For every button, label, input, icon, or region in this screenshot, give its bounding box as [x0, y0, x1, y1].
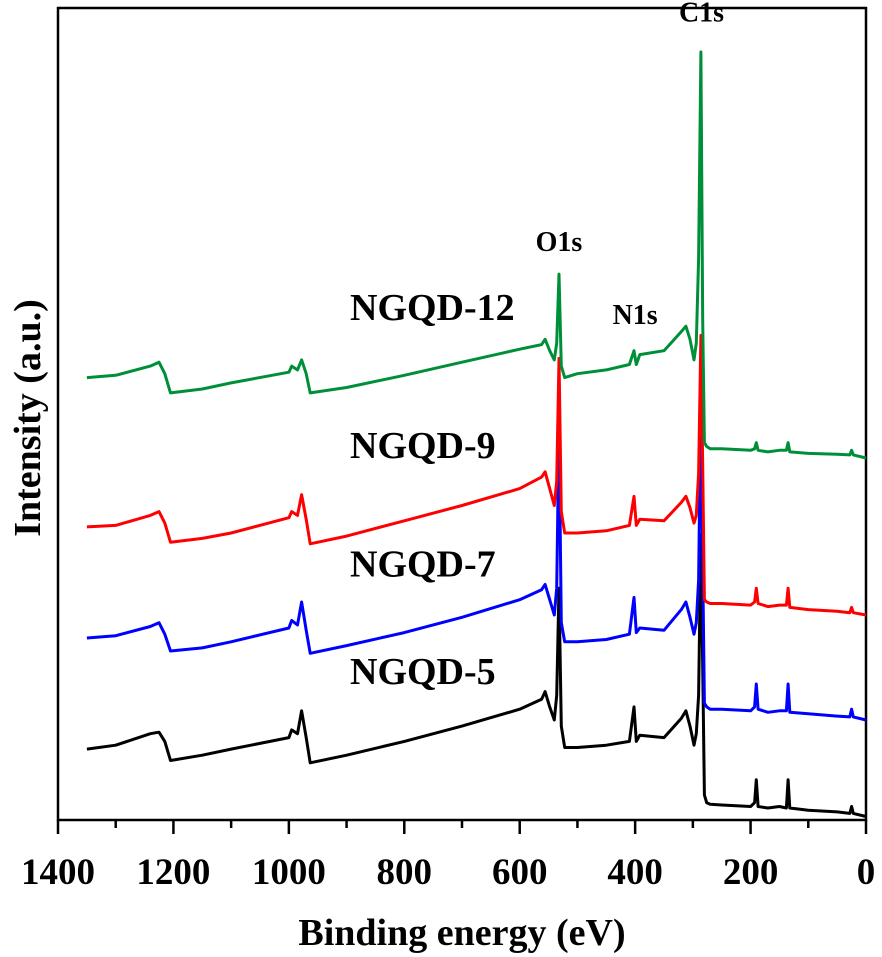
series-line-ngqd-12 [86, 50, 867, 460]
plot-frame [56, 6, 868, 822]
x-tick-label: 0 [857, 852, 876, 893]
sample-label: NGQD-7 [350, 544, 496, 586]
x-tick-label: 600 [492, 852, 548, 893]
sample-label: NGQD-9 [350, 425, 496, 467]
x-tick-label: 1200 [136, 852, 210, 893]
series-line-ngqd-7 [86, 395, 867, 722]
x-tick-label: 1000 [252, 852, 326, 893]
x-tick-label: 1400 [21, 852, 95, 893]
annotations: NGQD-12 NGQD-9 NGQD-7 NGQD-5 C1s O1s N1s [350, 0, 724, 693]
x-tick-label: 800 [377, 852, 433, 893]
series-line-ngqd-5 [86, 533, 867, 818]
x-tick-label: 400 [607, 852, 663, 893]
sample-label: NGQD-5 [350, 651, 496, 693]
x-tick-label: 200 [723, 852, 779, 893]
x-axis-label: Binding energy (eV) [298, 912, 625, 954]
series-line-ngqd-9 [86, 333, 867, 617]
peak-label: C1s [679, 0, 724, 28]
series-layer [86, 50, 867, 818]
peak-label: N1s [613, 300, 658, 331]
sample-label: NGQD-12 [350, 287, 515, 329]
y-axis-label: Intensity (a.u.) [7, 299, 49, 537]
x-ticks: 1400 1200 1000 800 600 400 200 0 [21, 820, 875, 893]
peak-label: O1s [536, 227, 583, 258]
